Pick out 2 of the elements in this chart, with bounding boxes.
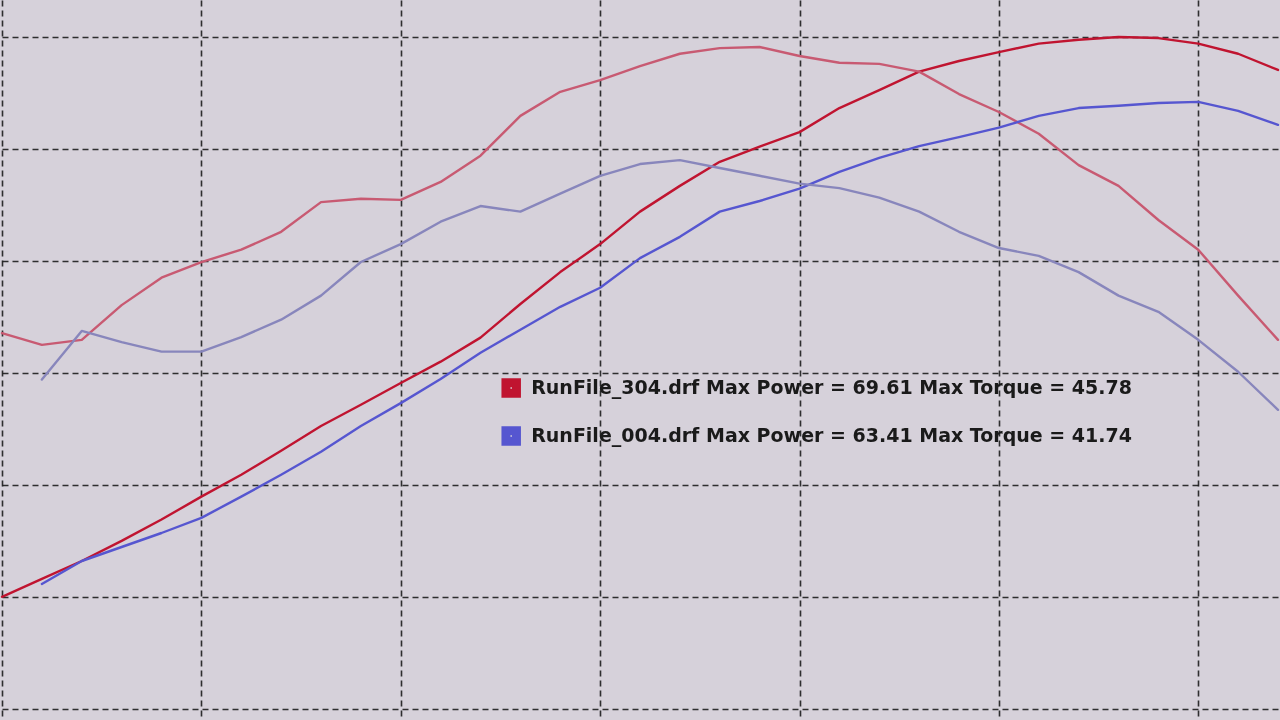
legend-label: RunFile_004.drf Max Power = 63.41 Max Torque = 41.74: [531, 424, 1132, 447]
legend-label: RunFile_304.drf Max Power = 69.61 Max Torque = 45.78: [531, 376, 1132, 399]
